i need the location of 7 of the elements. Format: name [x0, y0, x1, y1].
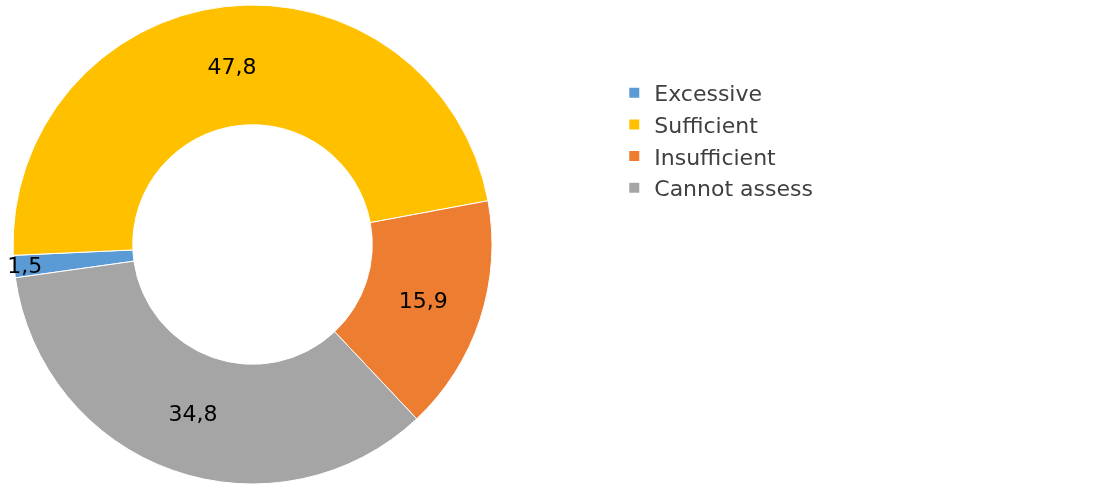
legend-label: Excessive: [654, 81, 763, 107]
legend-label: Cannot assess: [654, 176, 813, 202]
legend-label: Insufficient: [654, 144, 777, 170]
data-label: 34,8: [168, 401, 218, 427]
data-label: 15,9: [398, 287, 448, 313]
data-label: 47,8: [207, 53, 257, 79]
legend-label: Sufficient: [654, 113, 759, 139]
